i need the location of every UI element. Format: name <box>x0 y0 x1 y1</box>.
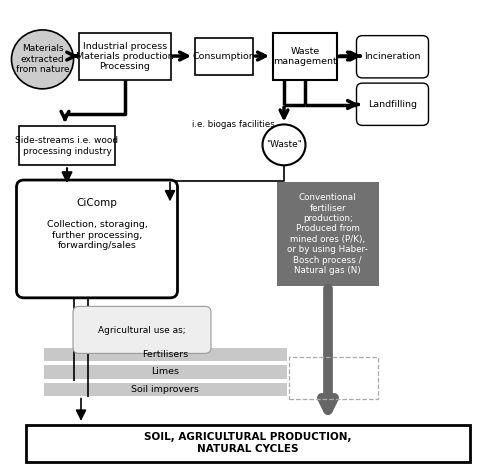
Text: Incineration: Incineration <box>364 52 420 61</box>
Text: Agricultural use as;: Agricultural use as; <box>98 326 186 334</box>
FancyBboxPatch shape <box>356 83 428 125</box>
Text: Consumption: Consumption <box>192 52 255 61</box>
Text: Fertilisers: Fertilisers <box>142 350 188 359</box>
Text: CiComp: CiComp <box>76 198 118 209</box>
FancyBboxPatch shape <box>16 180 177 298</box>
Bar <box>44 365 286 379</box>
Bar <box>195 38 252 75</box>
Text: Conventional
fertiliser
production;
Produced from
mined ores (P/K),
or by using : Conventional fertiliser production; Prod… <box>288 193 368 275</box>
Bar <box>273 33 337 80</box>
Text: Collection, storaging,
further processing,
forwarding/sales: Collection, storaging, further processin… <box>46 220 148 250</box>
Text: Industrial process
Materials production
Processing: Industrial process Materials production … <box>76 42 174 71</box>
Text: Landfilling: Landfilling <box>368 100 417 109</box>
Text: "Waste": "Waste" <box>266 141 302 149</box>
Bar <box>289 357 378 399</box>
Bar <box>19 126 115 165</box>
Bar <box>44 348 286 361</box>
Text: Side-streams i.e. wood
processing industry: Side-streams i.e. wood processing indust… <box>16 136 118 155</box>
Circle shape <box>262 124 306 165</box>
Bar <box>79 33 170 80</box>
Text: Limes: Limes <box>151 368 179 376</box>
Text: Soil improvers: Soil improvers <box>132 385 199 394</box>
FancyBboxPatch shape <box>73 306 211 353</box>
Text: i.e. biogas facilities: i.e. biogas facilities <box>192 120 275 129</box>
Bar <box>26 425 470 462</box>
Bar <box>44 383 286 396</box>
Text: SOIL, AGRICULTURAL PRODUCTION,
NATURAL CYCLES: SOIL, AGRICULTURAL PRODUCTION, NATURAL C… <box>144 432 352 454</box>
Circle shape <box>12 30 74 89</box>
FancyBboxPatch shape <box>356 36 428 78</box>
Text: Materials
extracted
from nature: Materials extracted from nature <box>16 45 70 74</box>
Bar <box>276 182 379 286</box>
Text: Waste
management: Waste management <box>273 47 337 66</box>
